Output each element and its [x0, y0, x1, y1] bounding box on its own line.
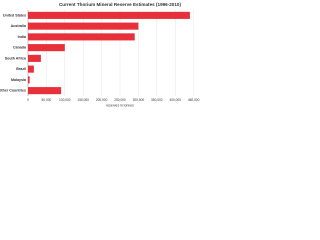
y-tick-label: Australia — [11, 24, 27, 28]
x-tick-label: 150,000 — [77, 98, 89, 102]
bar — [28, 54, 41, 62]
bar — [28, 44, 65, 52]
x-tick-label: 50,000 — [42, 98, 52, 102]
y-tick-label: United States — [3, 13, 26, 17]
y-tick-label: South Africa — [5, 56, 27, 60]
y-tick-label: Brazil — [16, 67, 26, 71]
chart: Current Thorium Mineral Reserve Estimate… — [0, 2, 200, 107]
x-tick-label: 100,000 — [59, 98, 71, 102]
x-tick-label: 0 — [27, 98, 29, 102]
chart-title: Current Thorium Mineral Reserve Estimate… — [59, 2, 182, 7]
y-tick-label: India — [18, 35, 27, 39]
bar — [28, 87, 62, 95]
x-tick-label: 200,000 — [96, 98, 108, 102]
bar — [28, 33, 135, 41]
bar — [28, 76, 30, 84]
y-tick-label: Other Countries — [0, 89, 26, 93]
x-tick-label: 450,000 — [188, 98, 200, 102]
y-tick-label: Canada — [13, 46, 27, 50]
x-tick-label: 400,000 — [169, 98, 181, 102]
x-axis-label: reserves in tonnes — [106, 103, 134, 107]
y-tick-label: Malaysia — [11, 78, 27, 82]
x-tick-label: 300,000 — [133, 98, 145, 102]
bar — [28, 22, 139, 30]
bar — [28, 65, 34, 73]
x-tick-label: 350,000 — [151, 98, 163, 102]
bar — [28, 11, 190, 19]
x-tick-label: 250,000 — [114, 98, 126, 102]
